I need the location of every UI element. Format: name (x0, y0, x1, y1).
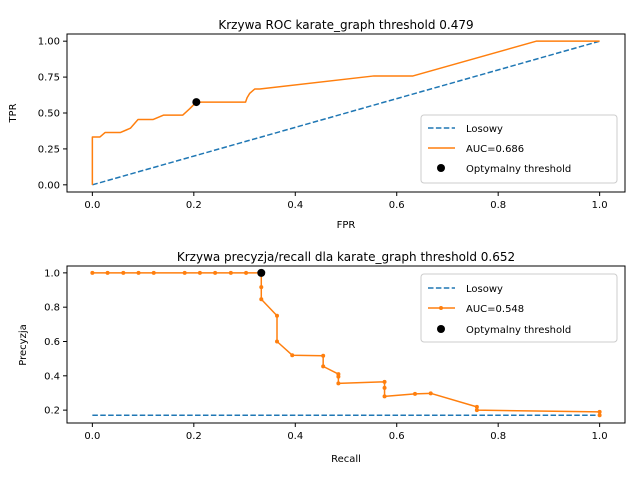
roc-legend-box (420, 114, 618, 184)
pr-curve-point (382, 394, 387, 399)
pr-x-tick-label: 0.2 (186, 431, 202, 442)
roc-y-tick-label: 0.00 (38, 180, 60, 191)
pr-curve-point (321, 364, 326, 369)
roc-optimal-threshold-point (192, 98, 201, 107)
pr-legend-auc-label: AUC=0.548 (466, 304, 524, 315)
roc-x-tick-label: 0.8 (490, 200, 506, 211)
pr-curve-point (197, 270, 202, 275)
pr-plot-frame (66, 265, 626, 424)
roc-axis-ticks: 0.0 0.2 0.4 0.6 0.8 1.0 0.00 0.25 0.50 0.75 1.00 (38, 37, 608, 211)
pr-x-tick-label: 0.6 (389, 431, 405, 442)
roc-legend-auc-label: AUC=0.686 (466, 144, 524, 155)
pr-curve-point (244, 270, 249, 275)
roc-x-tick-label: 0.4 (287, 200, 303, 211)
pr-axis-ticks: 0.0 0.2 0.4 0.6 0.8 1.0 0.2 0.4 0.6 0.8 1.0 (44, 268, 607, 442)
pr-curve-point (136, 270, 141, 275)
pr-legend-optimal-swatch (437, 325, 445, 333)
pr-y-label: Precyzja (18, 324, 29, 365)
pr-curve-point (151, 270, 156, 275)
pr-curve-point (259, 297, 264, 302)
pr-curve-line (92, 272, 601, 416)
pr-optimal-threshold-point (257, 268, 266, 277)
pr-x-tick-label: 0.8 (490, 431, 506, 442)
pr-curve-point (412, 391, 417, 396)
roc-series (91, 40, 600, 186)
pr-x-tick-label: 0.0 (84, 431, 100, 442)
pr-curve-point (259, 285, 264, 290)
pr-title: Krzywa precyzja/recall dla karate_graph … (177, 250, 515, 264)
pr-curve-point (474, 404, 479, 409)
pr-y-tick-label: 0.8 (44, 303, 60, 314)
roc-curve-line (91, 40, 600, 185)
roc-title: Krzywa ROC karate_graph threshold 0.479 (218, 18, 473, 32)
pr-curve-point (90, 270, 95, 275)
roc-x-label: FPR (337, 220, 356, 231)
pr-curve-point (474, 408, 479, 413)
roc-y-tick-label: 0.25 (38, 144, 60, 155)
pr-legend-optimal-label: Optymalny threshold (466, 325, 571, 336)
roc-y-tick-label: 0.50 (38, 109, 60, 120)
pr-curve-point (182, 270, 187, 275)
pr-curve-point (121, 270, 126, 275)
roc-y-label: TPR (8, 103, 19, 123)
pr-y-tick-label: 0.6 (44, 337, 60, 348)
pr-legend-box (420, 273, 618, 343)
pr-curve-point (105, 270, 110, 275)
pr-legend-auc-marker (439, 306, 443, 310)
pr-curve-point (275, 313, 280, 318)
pr-y-tick-label: 0.2 (44, 406, 60, 417)
pr-curve-point (597, 413, 602, 418)
pr-curve-point (321, 353, 326, 358)
roc-legend: Losowy AUC=0.686 Optymalny threshold (420, 114, 618, 184)
pr-legend: Losowy AUC=0.548 Optymalny threshold (420, 273, 618, 343)
pr-chart: Krzywa precyzja/recall dla karate_graph … (18, 250, 626, 465)
pr-curve-point (382, 379, 387, 384)
roc-y-tick-label: 0.75 (38, 73, 60, 84)
roc-chart: Krzywa ROC karate_graph threshold 0.479 … (8, 18, 626, 231)
pr-legend-random-label: Losowy (466, 284, 503, 295)
roc-x-tick-label: 1.0 (592, 200, 608, 211)
pr-curve-point (382, 385, 387, 390)
roc-x-tick-label: 0.2 (186, 200, 202, 211)
roc-y-tick-label: 1.00 (38, 37, 60, 48)
pr-curve-point (428, 391, 433, 396)
pr-curve-point (336, 374, 341, 379)
pr-x-tick-label: 0.4 (287, 431, 303, 442)
roc-legend-optimal-swatch (437, 164, 445, 172)
roc-random-baseline-line (92, 40, 600, 186)
pr-x-label: Recall (331, 454, 361, 465)
pr-curve-point (336, 381, 341, 386)
pr-curve-point (275, 339, 280, 344)
roc-x-tick-label: 0.0 (84, 200, 100, 211)
pr-y-tick-label: 0.4 (44, 371, 60, 382)
pr-y-tick-label: 1.0 (44, 268, 60, 279)
pr-series (90, 268, 602, 418)
pr-curve-point (228, 270, 233, 275)
pr-curve-point (213, 270, 218, 275)
pr-x-tick-label: 1.0 (592, 431, 608, 442)
pr-curve-point (597, 409, 602, 414)
roc-legend-optimal-label: Optymalny threshold (466, 164, 571, 175)
roc-legend-random-label: Losowy (466, 124, 503, 135)
roc-plot-frame (66, 33, 626, 193)
roc-x-tick-label: 0.6 (389, 200, 405, 211)
pr-curve-point (290, 353, 295, 358)
